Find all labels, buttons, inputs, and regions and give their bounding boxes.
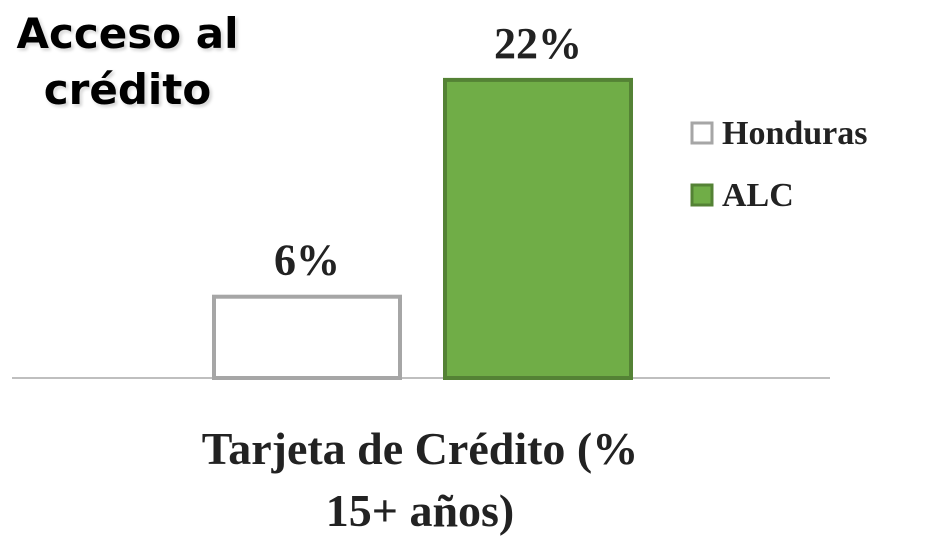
bar xyxy=(443,77,633,381)
legend-label: Honduras xyxy=(722,115,868,152)
value-label: 6% xyxy=(274,236,340,285)
bar xyxy=(212,294,402,381)
legend-swatch xyxy=(690,183,714,207)
legend-swatch xyxy=(690,121,714,145)
legend-label: ALC xyxy=(722,177,794,214)
value-label: 22% xyxy=(494,19,582,68)
chart-title: Acceso al crédito xyxy=(16,9,239,114)
x-tick-label: Tarjeta de Crédito (% 15+ años) xyxy=(201,423,639,536)
